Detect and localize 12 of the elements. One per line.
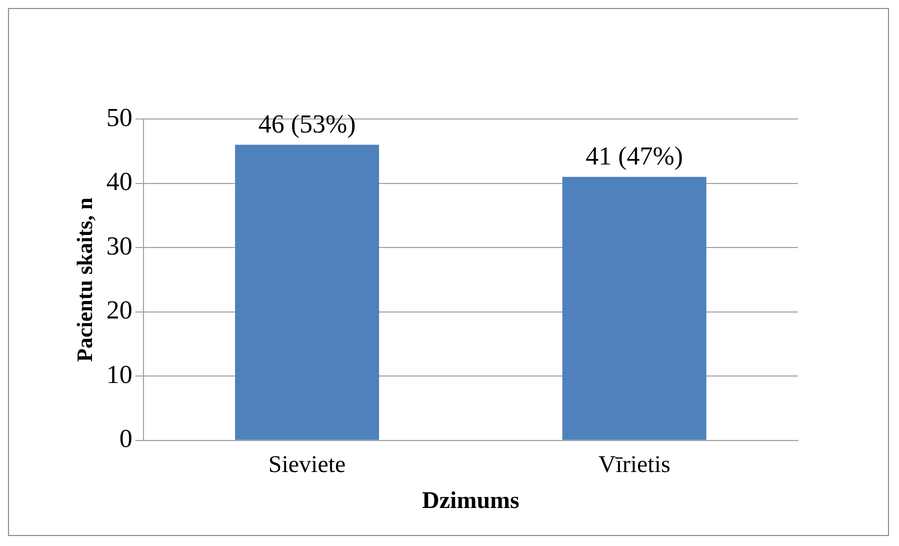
y-axis-title: Pacientu skaits, n xyxy=(72,197,97,362)
y-tick-label: 10 xyxy=(106,360,132,389)
x-tick-label: Sieviete xyxy=(268,452,346,478)
x-axis-title: Dzimums xyxy=(422,488,520,514)
y-tick-label: 40 xyxy=(106,167,132,196)
y-tick-label: 0 xyxy=(119,424,132,454)
x-tick-label: Vīrietis xyxy=(598,452,670,478)
y-tick-label: 30 xyxy=(106,231,132,260)
y-tick-label: 20 xyxy=(106,296,132,325)
data-label: 41 (47%) xyxy=(586,142,684,171)
data-label: 46 (53%) xyxy=(258,110,356,139)
y-tick-label: 50 xyxy=(106,102,132,132)
